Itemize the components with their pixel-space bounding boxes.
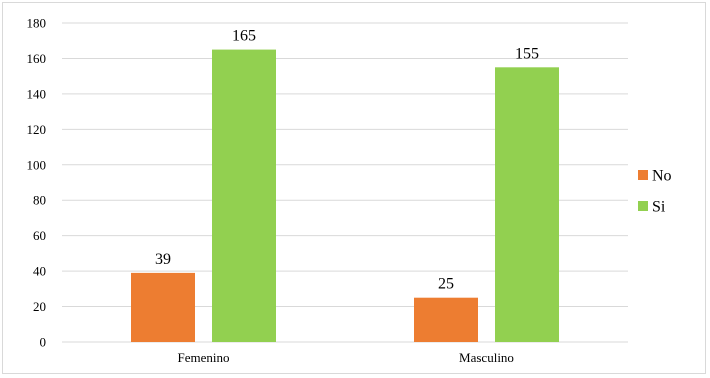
legend: No Si: [638, 168, 672, 216]
y-axis: 0 20 40 60 80 100 120 140 160 180: [27, 16, 47, 350]
bar-no-femenino: [131, 272, 195, 342]
y-tick-label: 120: [27, 122, 47, 137]
y-tick-label: 80: [33, 193, 46, 208]
bar-si-masculino: [495, 67, 559, 343]
legend-swatch-no: [638, 170, 648, 180]
legend-label-si: Si: [652, 199, 666, 216]
y-tick-label: 140: [27, 86, 47, 101]
data-labels: 39 165 25 155: [155, 28, 539, 293]
y-tick-label: 160: [27, 51, 47, 66]
data-label: 25: [438, 276, 454, 293]
legend-label-no: No: [652, 168, 672, 185]
y-tick-label: 20: [33, 299, 46, 314]
y-tick-label: 0: [40, 335, 47, 350]
x-axis: Femenino Masculino: [178, 350, 514, 365]
y-tick-label: 40: [33, 264, 46, 279]
y-tick-label: 60: [33, 228, 46, 243]
data-label: 155: [515, 45, 539, 62]
y-tick-label: 100: [27, 157, 47, 172]
x-tick-label: Masculino: [459, 350, 514, 365]
bar-si-femenino: [212, 49, 276, 342]
chart-frame: [2, 2, 706, 374]
bar-no-masculino: [414, 297, 478, 342]
x-tick-label: Femenino: [178, 350, 230, 365]
legend-swatch-si: [638, 201, 648, 211]
bars: [131, 49, 559, 343]
data-label: 165: [232, 28, 256, 45]
data-label: 39: [155, 251, 171, 268]
y-tick-label: 180: [27, 16, 47, 31]
